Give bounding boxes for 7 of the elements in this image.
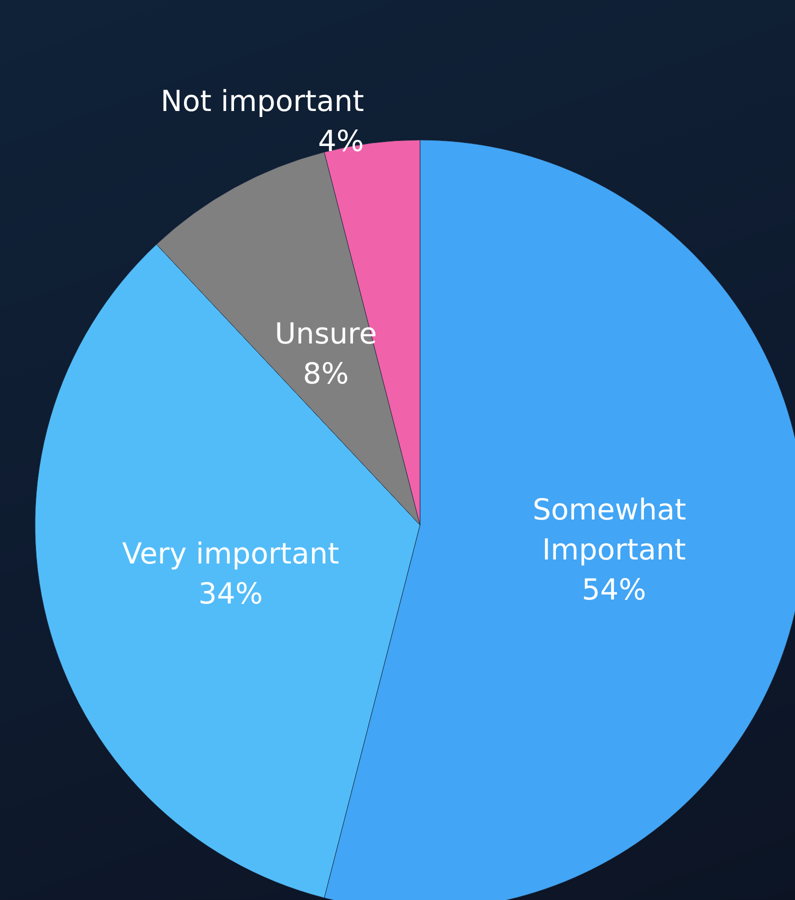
data-label: 54% xyxy=(582,572,646,607)
slice-label: Somewhat Important xyxy=(532,492,696,567)
data-label: 4% xyxy=(318,124,364,158)
slice-label: Very important xyxy=(122,536,340,571)
data-label: 34% xyxy=(198,576,263,611)
slice-label: Not important xyxy=(160,84,364,118)
data-label: 8% xyxy=(302,356,349,391)
